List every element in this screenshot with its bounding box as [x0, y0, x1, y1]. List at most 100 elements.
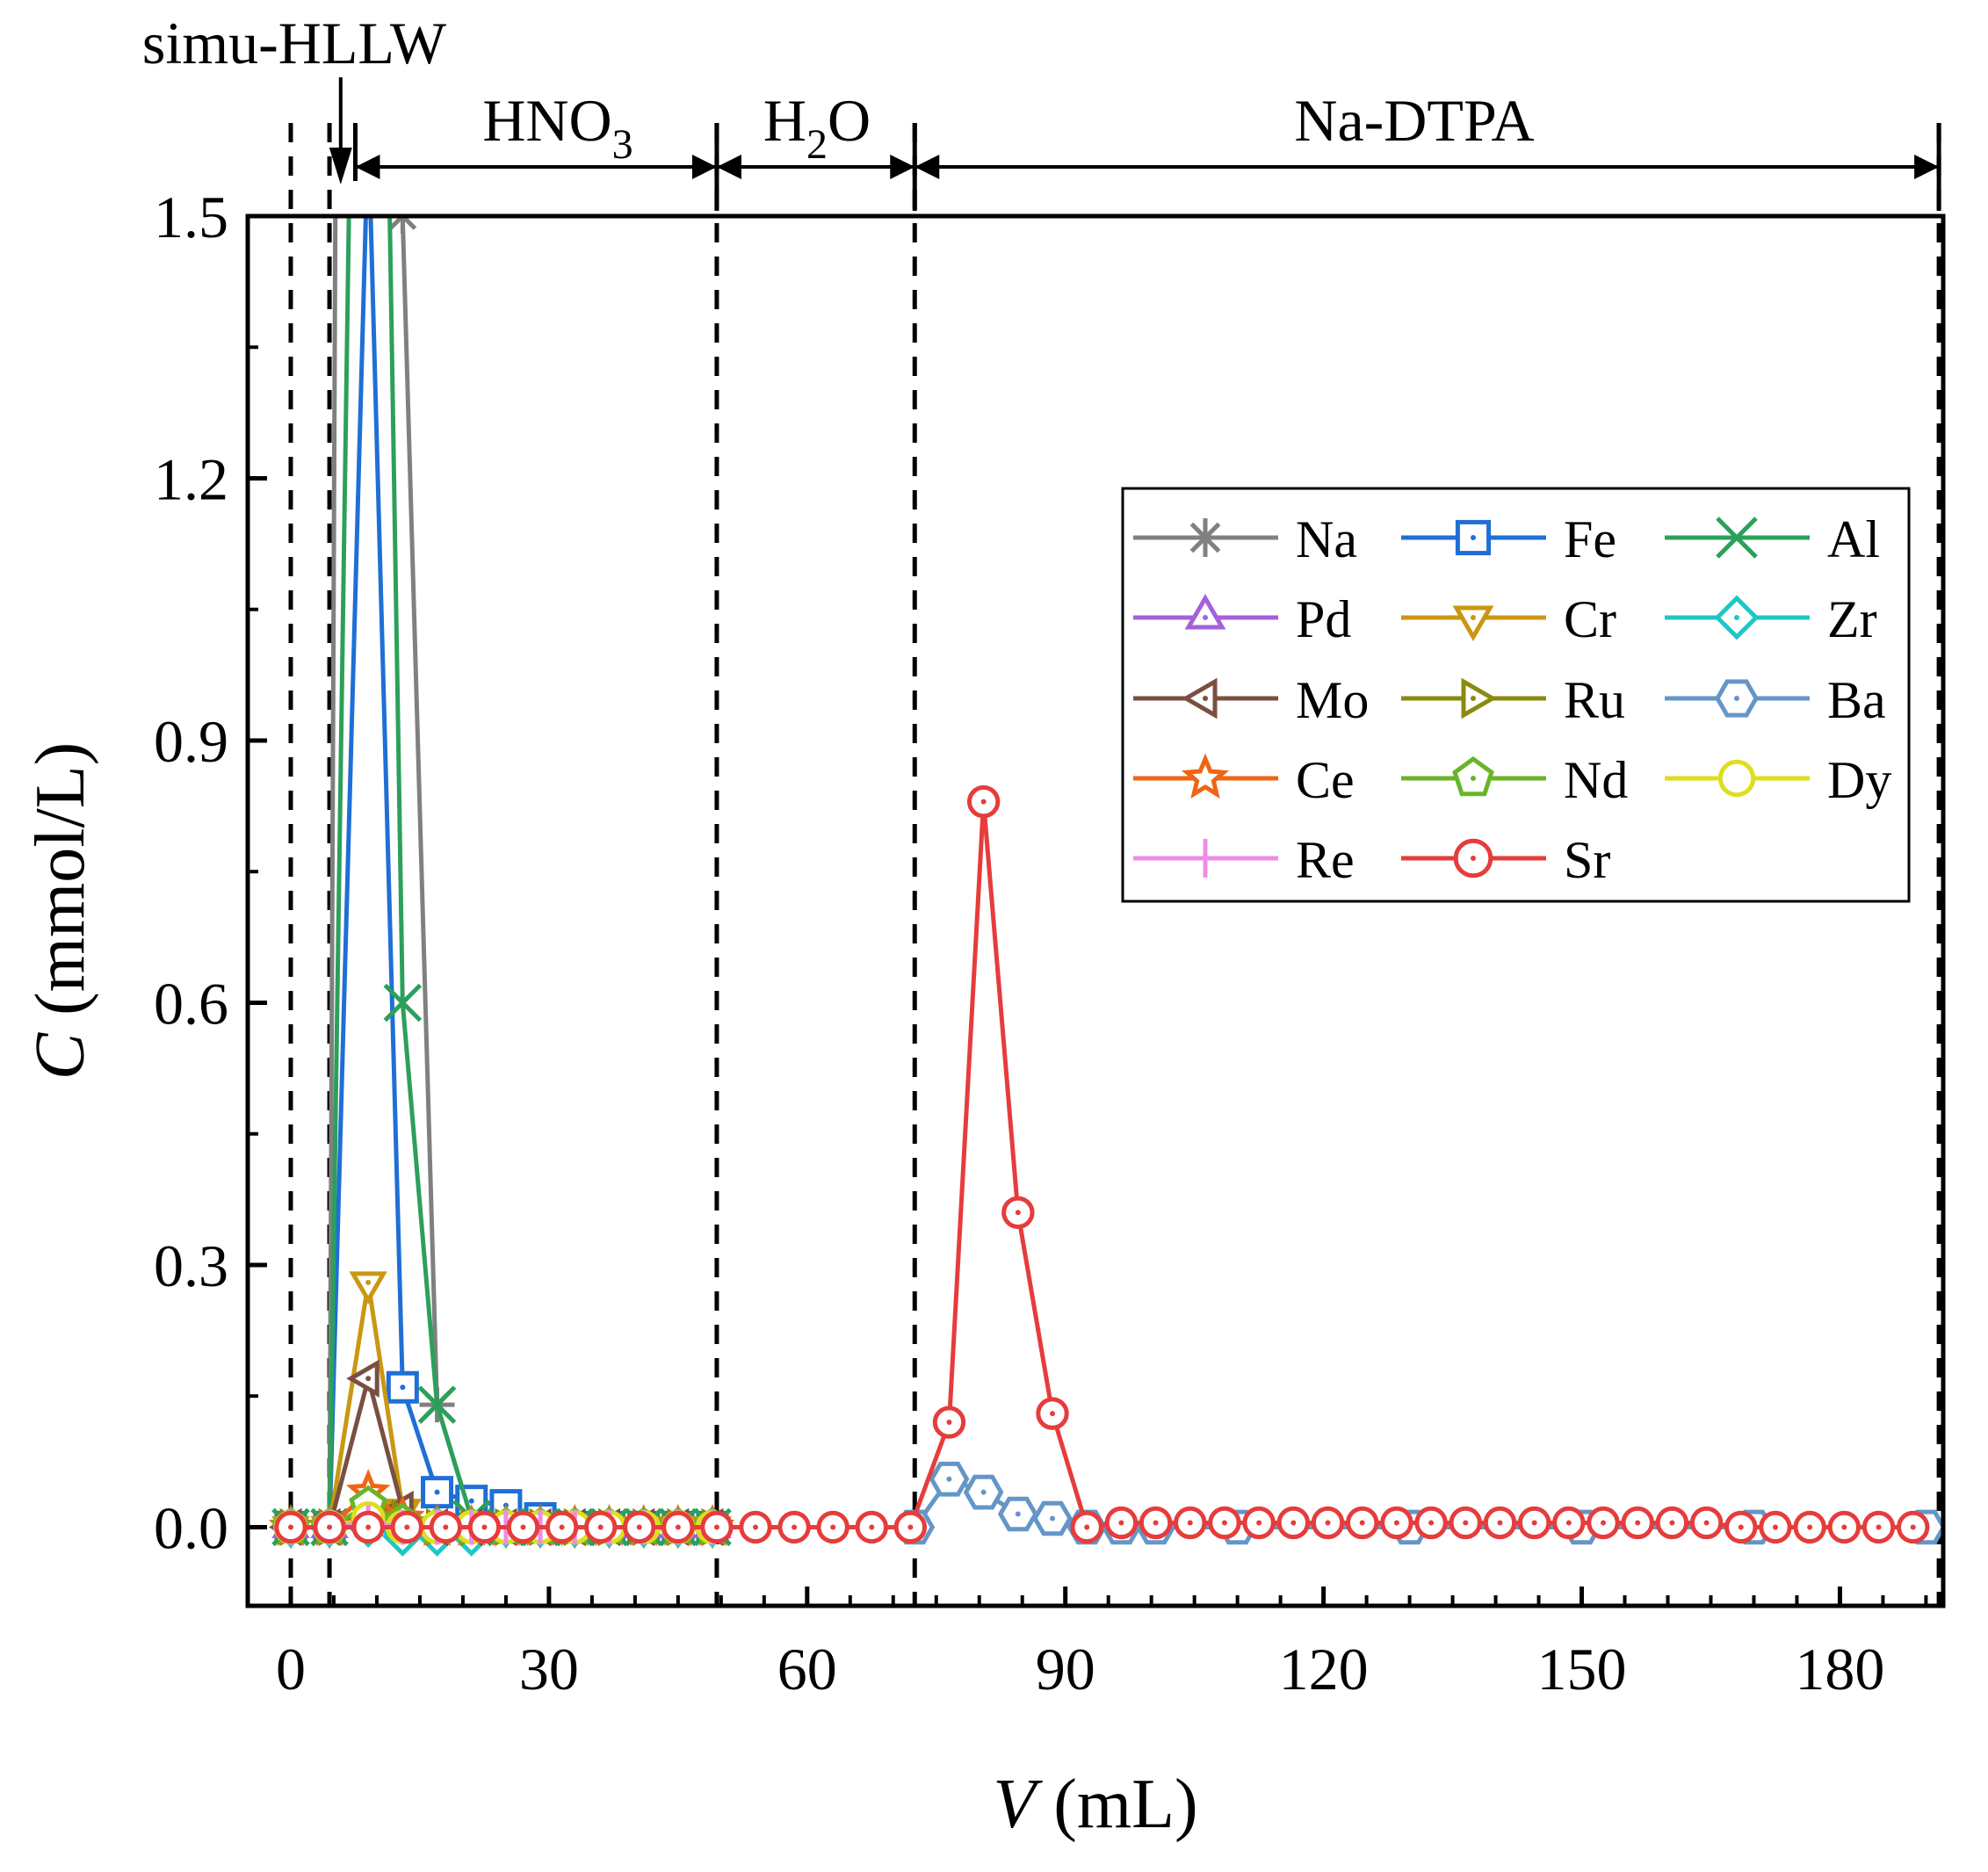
arrow-head: [716, 155, 741, 179]
y-tick-label: 0.0: [154, 1494, 228, 1561]
data-point-dot: [1463, 1520, 1469, 1526]
data-point-dot: [675, 1524, 681, 1530]
plot-frame: [245, 213, 1946, 1608]
data-point: [346, 1359, 380, 1398]
legend-label: Fe: [1564, 510, 1616, 568]
data-point-dot: [1428, 1520, 1435, 1526]
x-axis-title: V (mL): [993, 1766, 1197, 1843]
data-point-dot: [1325, 1520, 1331, 1526]
legend-label: Sr: [1564, 831, 1610, 889]
legend-frame: [1121, 487, 1911, 903]
data-point-dot: [830, 1524, 836, 1530]
data-point-dot: [481, 1524, 488, 1530]
data-point-dot: [1084, 1524, 1090, 1530]
data-point-dot: [1772, 1524, 1778, 1530]
legend-label: Al: [1827, 510, 1880, 568]
data-point: [1181, 753, 1230, 799]
zone-label-simu-hllw: simu-HLLW: [142, 10, 447, 76]
data-point-dot: [1015, 1511, 1021, 1517]
legend-item-pd: Pd: [1133, 590, 1351, 648]
y-tick-label: 1.5: [154, 184, 228, 250]
data-point-dot: [1471, 856, 1476, 861]
series-layer: [268, 216, 1943, 1557]
data-point-dot: [1118, 1520, 1124, 1526]
data-point: [1461, 677, 1497, 719]
legend-label: Re: [1296, 831, 1355, 889]
y-axis-title: C (mmol/L): [22, 742, 99, 1080]
data-point: [1716, 517, 1758, 559]
zone-label-hno3: HNO3: [482, 87, 633, 168]
legend-label: Dy: [1827, 751, 1891, 809]
data-point-dot: [1601, 1520, 1607, 1526]
data-point-dot: [468, 1498, 474, 1504]
legend-item-al: Al: [1665, 510, 1880, 568]
data-point-dot: [980, 799, 987, 805]
data-point-dot: [1359, 1520, 1365, 1526]
x-tick-label: 30: [519, 1636, 579, 1702]
legend-item-ce: Ce: [1133, 751, 1355, 809]
y-tick-label: 0.6: [154, 970, 228, 1037]
data-point-dot: [1256, 1520, 1262, 1526]
data-point-dot: [365, 1279, 372, 1285]
x-tick-label: 120: [1279, 1636, 1369, 1702]
data-point-dot: [1050, 1411, 1056, 1417]
x-tick-label: 0: [276, 1636, 306, 1702]
data-point-dot: [1738, 1524, 1744, 1530]
arrow-head: [355, 155, 380, 179]
data-point-dot: [946, 1476, 952, 1482]
data-point: [1186, 839, 1225, 878]
data-point-dot: [1203, 696, 1208, 701]
data-point-dot: [597, 1524, 604, 1530]
legend-item-sr: Sr: [1401, 831, 1610, 889]
data-point-dot: [559, 1524, 565, 1530]
data-point-dot: [434, 1489, 440, 1495]
data-point-dot: [636, 1524, 642, 1530]
legend-item-cr: Cr: [1401, 590, 1616, 648]
data-point-dot: [404, 1524, 410, 1530]
series-line: [291, 216, 712, 1529]
data-point-dot: [287, 1524, 293, 1530]
legend-label: Ce: [1296, 751, 1355, 809]
data-point-dot: [1841, 1524, 1847, 1530]
legend-item-nd: Nd: [1401, 751, 1628, 809]
series-sr: [274, 784, 1930, 1544]
data-point: [1186, 518, 1225, 557]
legend-item-mo: Mo: [1133, 671, 1369, 729]
legend-item-ba: Ba: [1665, 671, 1886, 729]
data-point: [1182, 677, 1218, 719]
data-point-dot: [1635, 1520, 1641, 1526]
series-line: [291, 799, 1913, 1529]
series-line: [291, 216, 712, 1529]
legend-label: Cr: [1564, 590, 1616, 648]
arrow-head: [1914, 155, 1940, 179]
data-point: [349, 1271, 387, 1305]
data-point-dot: [365, 1376, 372, 1382]
data-point-dot: [1290, 1520, 1297, 1526]
legend-item-re: Re: [1133, 831, 1355, 889]
data-point-dot: [980, 1489, 987, 1495]
data-point-dot: [1734, 696, 1739, 701]
data-point-dot: [327, 1524, 333, 1530]
data-point-dot: [1497, 1520, 1503, 1526]
legend-label: Pd: [1296, 590, 1351, 648]
data-point-dot: [1203, 615, 1208, 620]
data-point-dot: [1153, 1520, 1159, 1526]
data-point-dot: [869, 1524, 875, 1530]
data-point: [1452, 605, 1494, 641]
legend-item-zr: Zr: [1665, 590, 1877, 648]
data-point-dot: [1471, 615, 1476, 620]
axis-ticks: 0 30 60 90 120 150 180 0.0 0.3 0.6 0.9 1.2 1.5: [154, 184, 1928, 1702]
data-point-dot: [1910, 1524, 1916, 1530]
data-point-dot: [792, 1524, 798, 1530]
legend-item-fe: Fe: [1401, 510, 1616, 568]
x-tick-label: 60: [777, 1636, 837, 1702]
data-point: [385, 216, 421, 234]
x-tick-label: 150: [1537, 1636, 1627, 1702]
series-al: [271, 216, 732, 1547]
data-point-dot: [1669, 1520, 1675, 1526]
y-tick-label: 1.2: [154, 445, 228, 512]
series-fe: [274, 216, 729, 1543]
legend: Na Fe Al Pd Cr Zr Mo Ru Ba Ce Nd Dy Re Sr: [1121, 487, 1911, 903]
data-point-dot: [1050, 1515, 1056, 1521]
